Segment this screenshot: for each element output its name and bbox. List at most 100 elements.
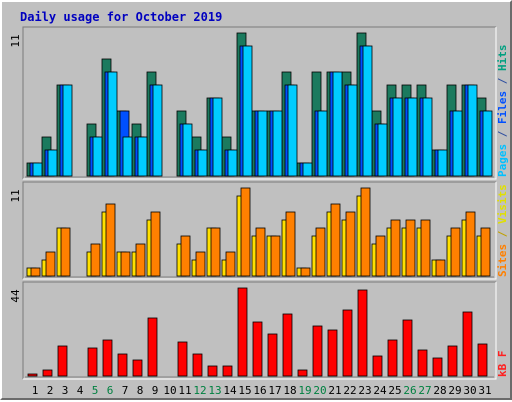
bar-pages (47, 149, 58, 177)
x-tick-label: 21 (328, 384, 341, 397)
y-max-label: 11 (9, 34, 22, 47)
x-tick-label: 8 (137, 384, 144, 397)
bar-kb-f (282, 313, 293, 377)
bar-sites (285, 211, 296, 277)
x-tick-label: 26 (403, 384, 416, 397)
legend-entry: Sites (496, 244, 509, 277)
x-tick-label: 31 (478, 384, 491, 397)
bar-sites (330, 203, 341, 277)
bar-pages (482, 110, 493, 177)
bar-kb-f (192, 353, 203, 377)
x-tick-label: 18 (283, 384, 296, 397)
legend-entry: Visits (496, 184, 509, 230)
x-tick-label: 11 (178, 384, 191, 397)
bar-pages (212, 97, 223, 177)
bar-sites (270, 235, 281, 277)
x-tick-label: 6 (107, 384, 114, 397)
bar-sites (210, 227, 221, 277)
bar-pages (137, 136, 148, 177)
legend-entry: / (496, 230, 509, 244)
bar-pages (107, 71, 118, 177)
bar-sites (255, 227, 266, 277)
bar-kb-f (42, 369, 53, 377)
bar-kb-f (297, 369, 308, 377)
x-tick-label: 15 (238, 384, 251, 397)
bar-kb-f (57, 345, 68, 377)
bar-kb-f (342, 309, 353, 377)
plot-border-light (23, 282, 497, 380)
bar-sites (225, 251, 236, 277)
bar-pages (227, 149, 238, 177)
x-tick-label: 4 (77, 384, 84, 397)
bar-pages (347, 84, 358, 177)
bar-sites (90, 243, 101, 277)
kbytes-panel: 44 kB F (9, 281, 509, 380)
bar-pages (452, 110, 463, 177)
bar-pages (377, 123, 388, 177)
bar-sites (30, 267, 41, 277)
legend-entry: kB F (496, 351, 509, 378)
x-tick-label: 24 (373, 384, 387, 397)
bar-pages (257, 110, 268, 177)
y-max-label: 11 (9, 189, 22, 202)
x-tick-label: 20 (313, 384, 326, 397)
bar-kb-f (417, 349, 428, 377)
bar-pages (242, 45, 253, 177)
bar-pages (197, 149, 208, 177)
bar-sites (405, 219, 416, 277)
bar-kb-f (387, 339, 398, 377)
x-tick-label: 14 (223, 384, 237, 397)
x-tick-label: 9 (152, 384, 159, 397)
plot-border-light (23, 27, 497, 180)
bar-sites (150, 211, 161, 277)
x-tick-label: 12 (193, 384, 206, 397)
bar-sites (240, 187, 251, 277)
bar-sites (45, 251, 56, 277)
bar-kb-f (252, 321, 263, 377)
legend: kB F (496, 351, 509, 378)
x-tick-label: 29 (448, 384, 461, 397)
bar-kb-f (222, 365, 233, 377)
x-tick-label: 16 (253, 384, 266, 397)
bar-kb-f (87, 347, 98, 377)
bar-pages (152, 84, 163, 177)
x-tick-label: 23 (358, 384, 371, 397)
plot-border-shadow (22, 181, 496, 279)
bar-pages (122, 136, 133, 177)
bar-sites (420, 219, 431, 277)
bar-kb-f (477, 343, 488, 377)
bar-sites (450, 227, 461, 277)
plot-border-light (23, 182, 497, 280)
bar-kb-f (402, 319, 413, 377)
x-tick-label: 30 (463, 384, 476, 397)
bar-pages (407, 97, 418, 177)
bar-sites (465, 211, 476, 277)
bar-sites (390, 219, 401, 277)
legend: Pages / Files / Hits (496, 45, 509, 178)
x-tick-label: 10 (163, 384, 176, 397)
bar-sites (480, 227, 491, 277)
bar-sites (300, 267, 311, 277)
bar-sites (375, 235, 386, 277)
bar-kb-f (312, 325, 323, 377)
bar-kb-f (237, 287, 248, 377)
bar-sites (435, 259, 446, 277)
bar-sites (180, 235, 191, 277)
x-tick-label: 27 (418, 384, 431, 397)
bar-pages (182, 123, 193, 177)
legend: Sites / Visits (496, 184, 509, 277)
legend-entry: Hits (496, 45, 509, 78)
bar-pages (392, 97, 403, 177)
bar-pages (437, 149, 448, 177)
visits-panel: 11 Sites / Visits (9, 181, 509, 280)
bar-kb-f (207, 365, 218, 377)
bar-pages (317, 110, 328, 177)
x-tick-label: 5 (92, 384, 99, 397)
bar-sites (60, 227, 71, 277)
x-tick-label: 17 (268, 384, 281, 397)
x-tick-label: 22 (343, 384, 356, 397)
bar-kb-f (462, 311, 473, 377)
x-tick-label: 13 (208, 384, 221, 397)
